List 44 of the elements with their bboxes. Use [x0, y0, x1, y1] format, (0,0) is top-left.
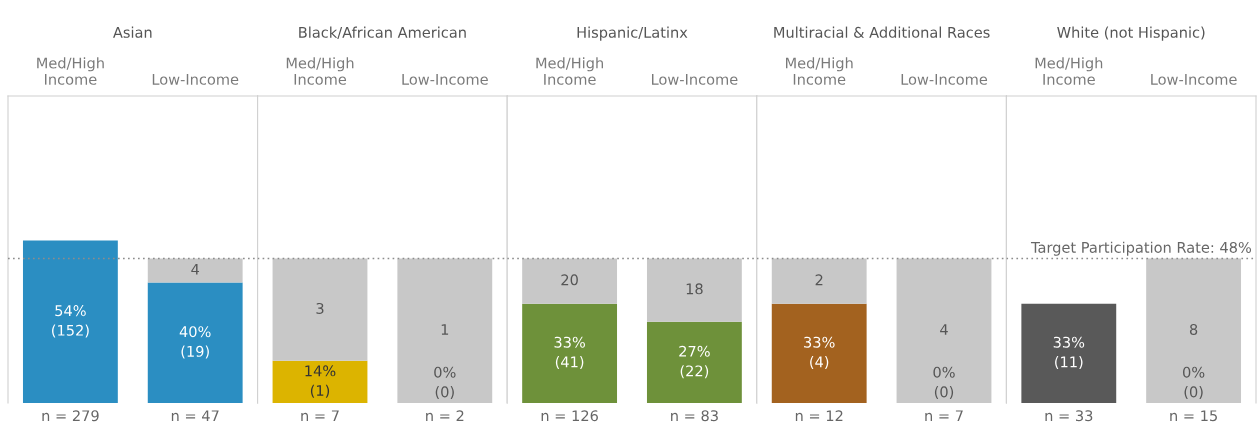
- data-label: 14% (1): [305, 365, 336, 398]
- annotation: 2: [815, 274, 823, 286]
- x-tick-label: Med/High Income: [536, 57, 603, 85]
- x-tick-label: Med/High Income: [286, 57, 354, 85]
- data-label: 40% (19): [179, 326, 211, 359]
- text: n = 33: [1045, 410, 1093, 422]
- chart-title: White (not Hispanic): [1057, 26, 1205, 41]
- data-label: 33% (4): [804, 336, 835, 370]
- annotation: 8: [1189, 323, 1198, 335]
- annotation: 4: [940, 324, 948, 335]
- text: n = 15: [1170, 410, 1217, 422]
- annotation: 0% (0): [1182, 366, 1205, 400]
- x-tick-label: Med/High Income: [1035, 57, 1103, 85]
- x-tick-label: Med/High Income: [786, 57, 853, 85]
- ref-line-label: Target Participation Rate: 48%: [1030, 241, 1252, 256]
- chart-title: Hispanic/Latinx: [577, 26, 688, 41]
- text: n = 83: [671, 410, 718, 422]
- text: n = 7: [925, 410, 963, 422]
- annotation: 0% (0): [933, 366, 955, 400]
- text: n = 2: [426, 410, 464, 422]
- text: n = 126: [541, 410, 598, 422]
- annotation: 20: [561, 274, 578, 286]
- x-tick-label: Low-Income: [152, 74, 239, 85]
- chart-title: Asian: [113, 26, 152, 38]
- text: n = 47: [171, 410, 219, 422]
- text: n = 279: [42, 410, 99, 422]
- x-tick-label: Med/High Income: [37, 57, 104, 85]
- annotation: 18: [686, 283, 703, 295]
- data-label: 27% (22): [679, 345, 710, 379]
- chart-title: Multiracial & Additional Races: [774, 26, 990, 38]
- x-tick-label: Low-Income: [652, 74, 738, 85]
- text: n = 12: [795, 410, 843, 422]
- text: n = 7: [301, 410, 339, 422]
- annotation: 1: [441, 324, 449, 335]
- data-label: 33% (41): [554, 336, 585, 370]
- chart-title: Black/African American: [299, 26, 466, 40]
- annotation: 0% (0): [434, 366, 456, 400]
- x-tick-label: Low-Income: [1151, 74, 1237, 85]
- data-label: 33% (11): [1053, 336, 1085, 370]
- x-tick-label: Low-Income: [402, 74, 488, 85]
- data-label: 54% (152): [52, 305, 89, 338]
- annotation: 4: [191, 263, 200, 275]
- x-tick-label: Low-Income: [901, 74, 988, 85]
- annotation: 3: [316, 302, 324, 314]
